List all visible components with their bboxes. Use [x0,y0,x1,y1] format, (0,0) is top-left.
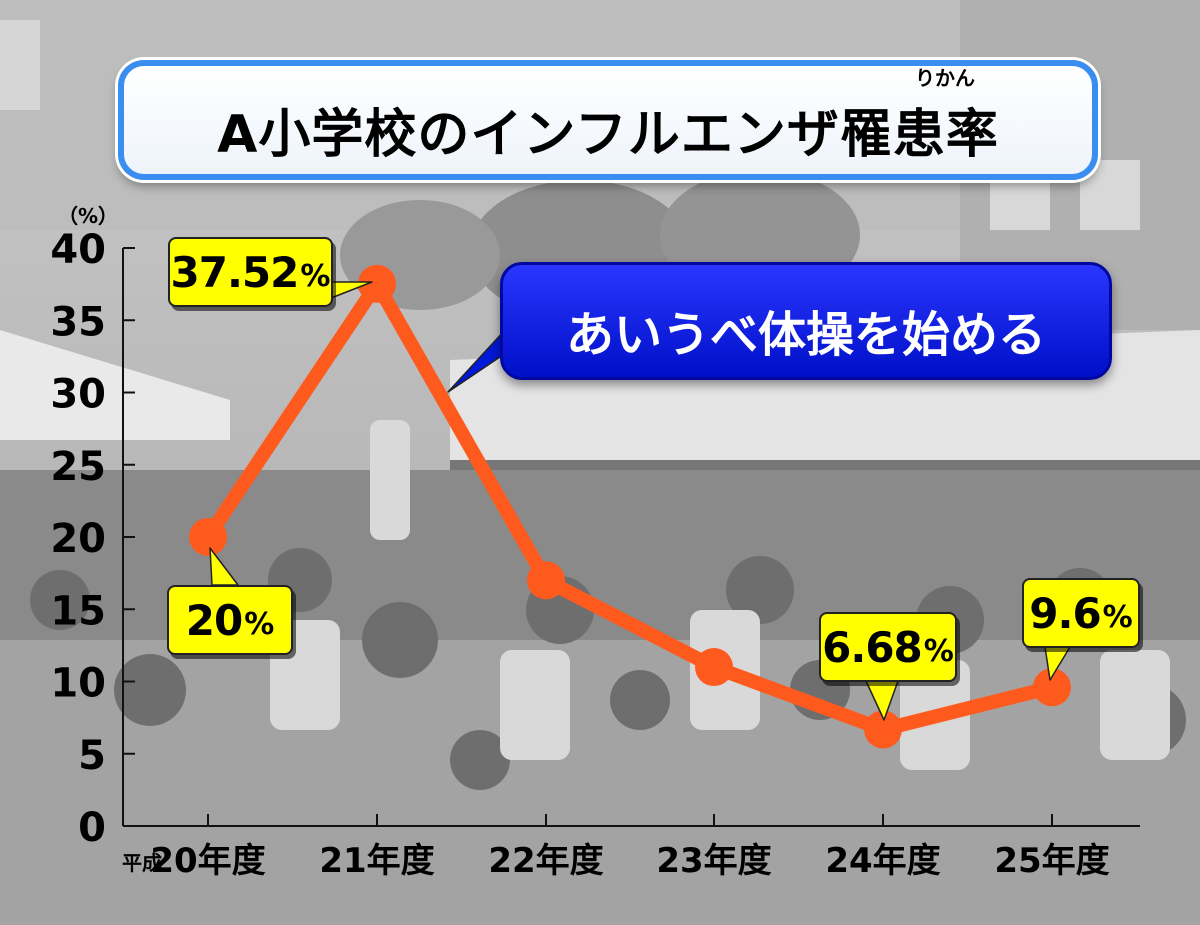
data-point-22年度 [527,561,565,600]
y-tick-label: 30 [50,372,106,418]
data-label-20: 20% [167,585,293,655]
annotation-banner: あいうべ体操を始める [500,262,1112,380]
annotation-text: あいうべ体操を始める [565,307,1046,363]
x-tick-label: 24年度 [825,841,940,881]
data-label-21-unit: % [300,258,331,294]
chart-title: A小学校のインフルエンザ罹患率 [217,105,999,165]
series-line [201,276,1059,737]
x-tick-label: 23年度 [656,841,771,881]
title-box: A小学校のインフルエンザ罹患率 [118,60,1098,180]
data-point-21年度 [358,264,396,303]
x-tick-label: 21年度 [319,841,434,881]
data-label-21: 37.52% [168,237,333,307]
data-label-25-unit: % [1102,599,1133,635]
y-tick-label: 35 [50,299,106,345]
y-tick-label: 20 [50,516,106,562]
data-label-25-number: 9.6 [1029,588,1101,638]
y-tick-label: 25 [50,444,106,490]
y-tick-label: 40 [50,227,106,273]
data-label-24-number: 6.68 [822,622,923,672]
x-tick-label: 20年度 [150,841,265,881]
x-tick-label: 25年度 [994,841,1109,881]
data-label-24-unit: % [923,633,954,669]
data-point-25年度 [1033,668,1071,707]
label-20-pointer [209,547,239,586]
data-point-20年度 [189,518,227,556]
data-point-24年度 [864,710,902,749]
data-point-23年度 [695,648,733,687]
title-ruby: りかん [915,66,975,90]
x-tick-label: 22年度 [488,841,603,881]
data-label-21-number: 37.52 [170,247,300,297]
data-label-20-number: 20 [185,595,243,645]
y-axis-unit: （%） [58,204,119,228]
data-label-20-unit: % [244,606,275,642]
data-label-25: 9.6% [1022,578,1140,648]
y-tick-label: 5 [78,733,106,779]
y-tick-label: 15 [50,588,106,634]
data-label-24: 6.68% [819,612,957,682]
y-tick-label: 10 [50,661,106,707]
x-axis-prefix: 平成 [122,851,162,875]
y-tick-label: 0 [78,805,106,851]
